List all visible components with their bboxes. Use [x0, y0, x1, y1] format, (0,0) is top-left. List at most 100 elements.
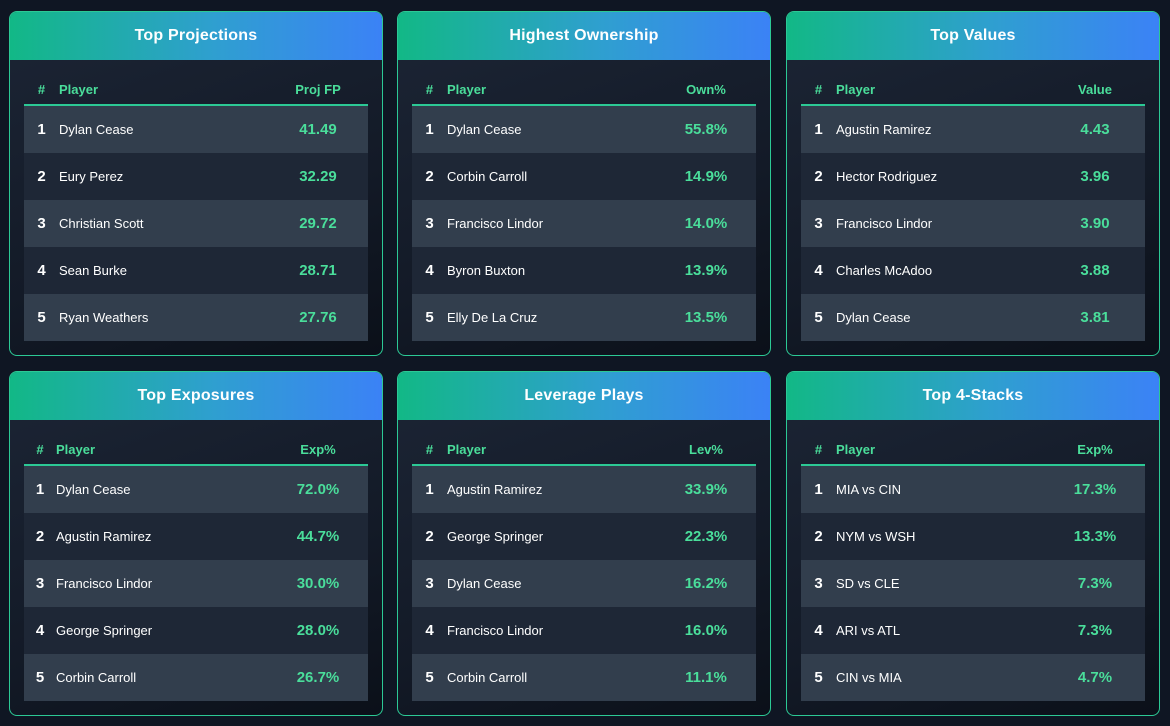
value-cell: 13.3% [1073, 528, 1117, 545]
player-cell: Corbin Carroll [447, 169, 528, 184]
table-header: # Player Lev% [412, 435, 756, 466]
card-top-exposures: Top Exposures # Player Exp% 1 Dylan Ceas… [9, 371, 383, 716]
table-header: # Player Exp% [24, 435, 368, 466]
rank-cell: 4 [425, 262, 434, 279]
rank-cell: 1 [37, 121, 46, 138]
player-cell: Agustin Ramirez [447, 482, 543, 497]
rank-column-header: # [425, 82, 434, 97]
table-header: # Player Proj FP [24, 75, 368, 106]
rank-cell: 4 [35, 622, 45, 639]
table-header: # Player Exp% [801, 435, 1145, 466]
value-column-header: Exp% [1077, 442, 1113, 457]
rank-cell: 4 [37, 262, 46, 279]
table-row: 1 Dylan Cease 41.49 [24, 106, 368, 153]
rank-cell: 3 [37, 215, 46, 232]
player-cell: Ryan Weathers [59, 310, 149, 325]
table-row: 1 Agustin Ramirez 4.43 [801, 106, 1145, 153]
player-cell: Dylan Cease [447, 576, 522, 591]
table-row: 5 Corbin Carroll 26.7% [24, 654, 368, 701]
player-cell: Francisco Lindor [56, 576, 153, 591]
rank-cell: 1 [814, 121, 823, 138]
player-cell: Christian Scott [59, 216, 144, 231]
player-cell: Francisco Lindor [836, 216, 933, 231]
card-top-projections: Top Projections # Player Proj FP 1 Dylan… [9, 11, 383, 356]
rank-cell: 3 [35, 575, 45, 592]
table-row: 5 Dylan Cease 3.81 [801, 294, 1145, 341]
value-cell: 28.71 [299, 262, 337, 279]
value-cell: 3.90 [1080, 215, 1110, 232]
value-cell: 13.5% [684, 309, 728, 326]
rank-cell: 5 [35, 669, 45, 686]
table-header: # Player Value [801, 75, 1145, 106]
rank-cell: 1 [35, 481, 45, 498]
card-top-values: Top Values # Player Value 1 Agustin Rami… [786, 11, 1160, 356]
stats-table: # Player Exp% 1 MIA vs CIN 17.3% 2 NYM v… [801, 435, 1145, 701]
rank-cell: 1 [814, 481, 823, 498]
rank-cell: 2 [814, 168, 823, 185]
value-cell: 4.7% [1077, 669, 1113, 686]
value-column-header: Exp% [300, 442, 336, 457]
rank-cell: 2 [425, 168, 434, 185]
table-row: 4 Francisco Lindor 16.0% [412, 607, 756, 654]
player-cell: CIN vs MIA [836, 670, 902, 685]
player-cell: Francisco Lindor [447, 623, 544, 638]
value-cell: 29.72 [299, 215, 337, 232]
card-title: Leverage Plays [398, 372, 770, 420]
table-row: 2 George Springer 22.3% [412, 513, 756, 560]
value-cell: 14.0% [684, 215, 728, 232]
player-cell: Hector Rodriguez [836, 169, 938, 184]
rank-cell: 2 [814, 528, 823, 545]
rank-column-header: # [425, 442, 434, 457]
value-cell: 30.0% [296, 575, 340, 592]
rank-cell: 5 [814, 309, 823, 326]
rank-column-header: # [36, 442, 44, 457]
table-row: 4 Sean Burke 28.71 [24, 247, 368, 294]
player-cell: MIA vs CIN [836, 482, 902, 497]
player-cell: Elly De La Cruz [447, 310, 538, 325]
stats-table: # Player Exp% 1 Dylan Cease 72.0% 2 Agus… [24, 435, 368, 701]
player-column-header: Player [836, 82, 876, 97]
player-column-header: Player [836, 442, 876, 457]
table-row: 3 Francisco Lindor 3.90 [801, 200, 1145, 247]
table-row: 1 MIA vs CIN 17.3% [801, 466, 1145, 513]
player-cell: Charles McAdoo [836, 263, 933, 278]
rank-cell: 5 [425, 309, 434, 326]
value-cell: 26.7% [296, 669, 340, 686]
stats-table: # Player Lev% 1 Agustin Ramirez 33.9% 2 … [412, 435, 756, 701]
player-cell: NYM vs WSH [836, 529, 916, 544]
player-cell: Francisco Lindor [447, 216, 544, 231]
value-cell: 4.43 [1080, 121, 1110, 138]
value-column-header: Lev% [689, 442, 723, 457]
player-cell: Sean Burke [59, 263, 127, 278]
player-cell: George Springer [447, 529, 544, 544]
rank-cell: 3 [814, 215, 823, 232]
table-row: 5 Corbin Carroll 11.1% [412, 654, 756, 701]
card-title: Top Projections [10, 12, 382, 60]
player-cell: Dylan Cease [56, 482, 131, 497]
player-column-header: Player [447, 82, 487, 97]
player-cell: Agustin Ramirez [56, 529, 152, 544]
player-column-header: Player [59, 82, 99, 97]
rank-cell: 1 [425, 481, 434, 498]
table-row: 1 Dylan Cease 72.0% [24, 466, 368, 513]
rank-cell: 2 [35, 528, 45, 545]
table-row: 3 Christian Scott 29.72 [24, 200, 368, 247]
value-cell: 13.9% [684, 262, 728, 279]
rank-cell: 5 [425, 669, 434, 686]
value-cell: 32.29 [299, 168, 337, 185]
value-cell: 16.0% [684, 622, 728, 639]
table-row: 4 ARI vs ATL 7.3% [801, 607, 1145, 654]
card-title: Highest Ownership [398, 12, 770, 60]
rank-cell: 4 [814, 622, 823, 639]
value-column-header: Proj FP [295, 82, 341, 97]
rank-cell: 1 [425, 121, 434, 138]
player-cell: Byron Buxton [447, 263, 526, 278]
value-cell: 3.81 [1080, 309, 1110, 326]
player-cell: Eury Perez [59, 169, 124, 184]
card-highest-ownership: Highest Ownership # Player Own% 1 Dylan … [397, 11, 771, 356]
value-cell: 33.9% [684, 481, 728, 498]
table-row: 1 Agustin Ramirez 33.9% [412, 466, 756, 513]
rank-cell: 3 [425, 215, 434, 232]
rank-cell: 4 [814, 262, 823, 279]
player-cell: Corbin Carroll [447, 670, 528, 685]
